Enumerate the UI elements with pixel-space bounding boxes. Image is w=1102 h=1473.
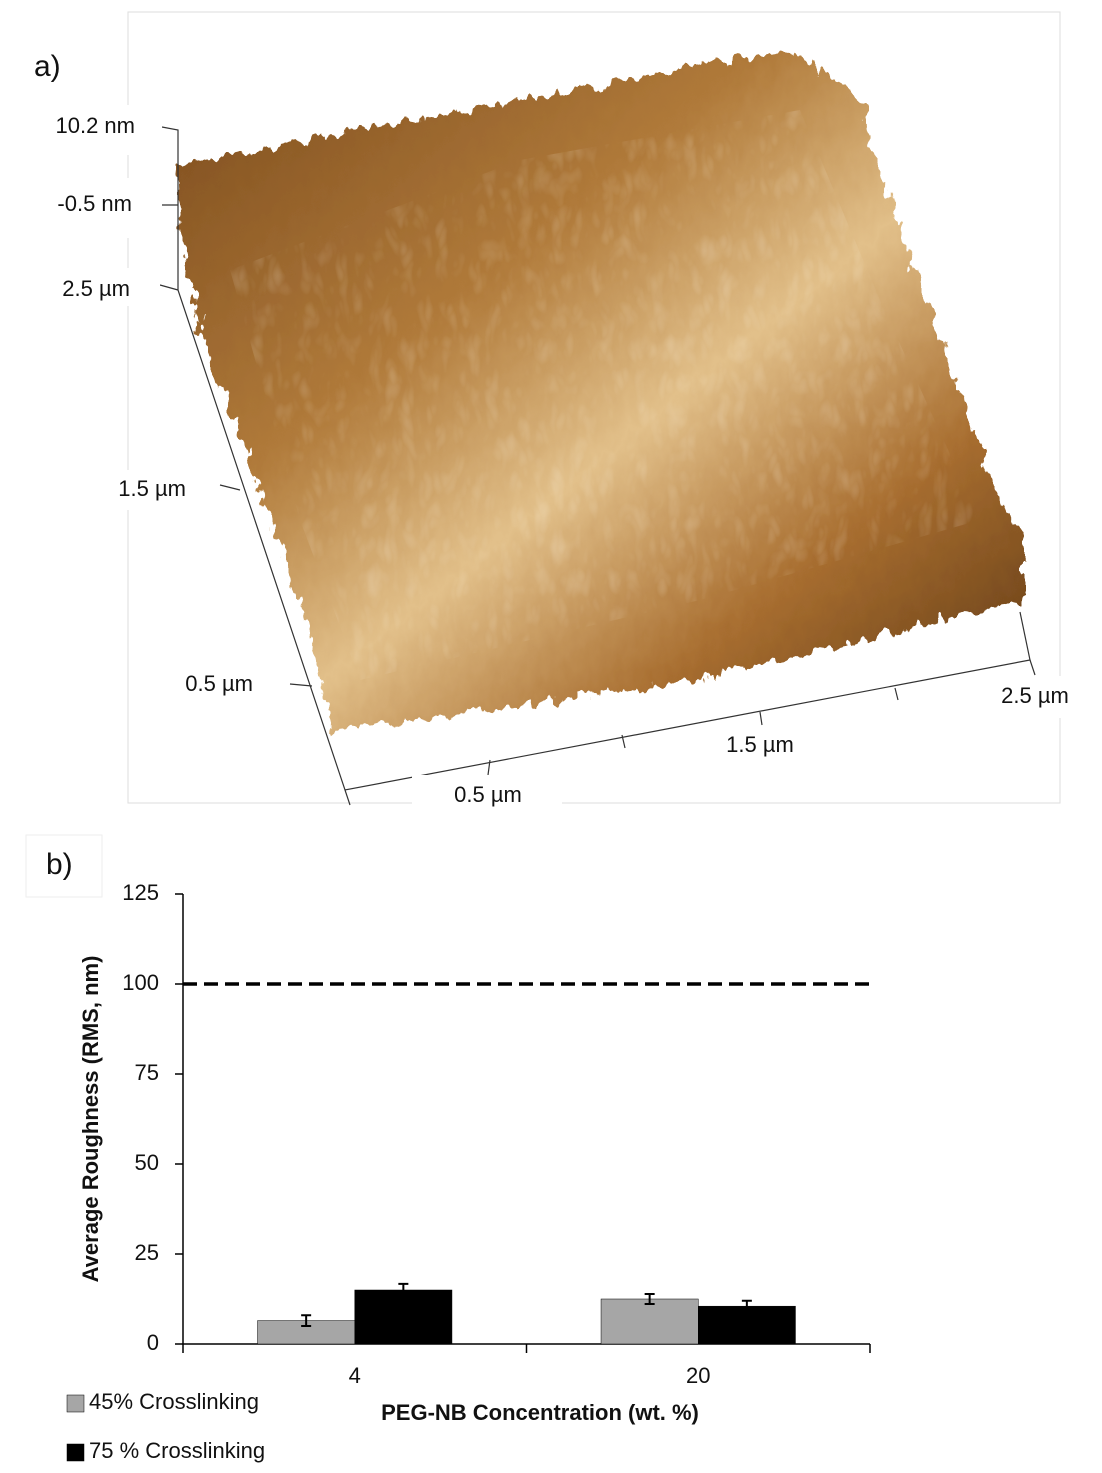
x-label: 2.5 µm (1001, 683, 1069, 708)
y-label: 1.5 µm (118, 476, 186, 501)
x-label: 0.5 µm (454, 782, 522, 807)
legend-label: 75 % Crosslinking (89, 1438, 265, 1463)
y-axis-title: Average Roughness (RMS, nm) (78, 956, 103, 1283)
z-label: 10.2 nm (56, 113, 136, 138)
legend-label: 45% Crosslinking (89, 1389, 259, 1414)
axes-3d (159, 126, 1036, 806)
y-tick-label: 50 (135, 1150, 159, 1175)
y-tick-label: 100 (122, 970, 159, 995)
label-box (10, 178, 162, 238)
label-box (412, 775, 562, 817)
error-bar (398, 1282, 409, 1298)
label-box (66, 470, 216, 510)
y-tick-label: 75 (135, 1060, 159, 1085)
error-bar (301, 1314, 312, 1327)
x-tick-label: 4 (349, 1363, 361, 1388)
label-box (10, 105, 162, 155)
label-box (25, 834, 103, 898)
bar (354, 1289, 453, 1345)
y-label: 0.5 µm (185, 671, 253, 696)
error-bar (644, 1292, 655, 1306)
y-tick-label: 125 (122, 880, 159, 905)
label-box (985, 676, 1087, 718)
legend-swatch (66, 1443, 85, 1462)
chart-title: b) (46, 848, 73, 881)
panel-b: b) Average Roughness (RMS, nm) PEG-NB Co… (25, 834, 871, 1463)
legend-swatch (66, 1394, 85, 1413)
z-label: -0.5 nm (57, 191, 132, 216)
bar (600, 1298, 699, 1345)
x-label: 1.5 µm (726, 732, 794, 757)
y-tick-label: 25 (135, 1240, 159, 1265)
y-label: 2.5 µm (62, 276, 130, 301)
y-tick-label: 0 (147, 1330, 159, 1355)
panel-a: a) 10.2 nm -0.5 nm 2.5 µm 1.5 µm 0.5 µm … (10, 11, 1087, 817)
panel-label: a) (34, 50, 61, 83)
x-tick-label: 20 (686, 1363, 710, 1388)
afm-highlights (230, 110, 980, 680)
error-bar (741, 1299, 752, 1313)
x-axis-title: PEG-NB Concentration (wt. %) (381, 1400, 699, 1425)
label-box (10, 268, 160, 306)
label-box (26, 40, 84, 95)
